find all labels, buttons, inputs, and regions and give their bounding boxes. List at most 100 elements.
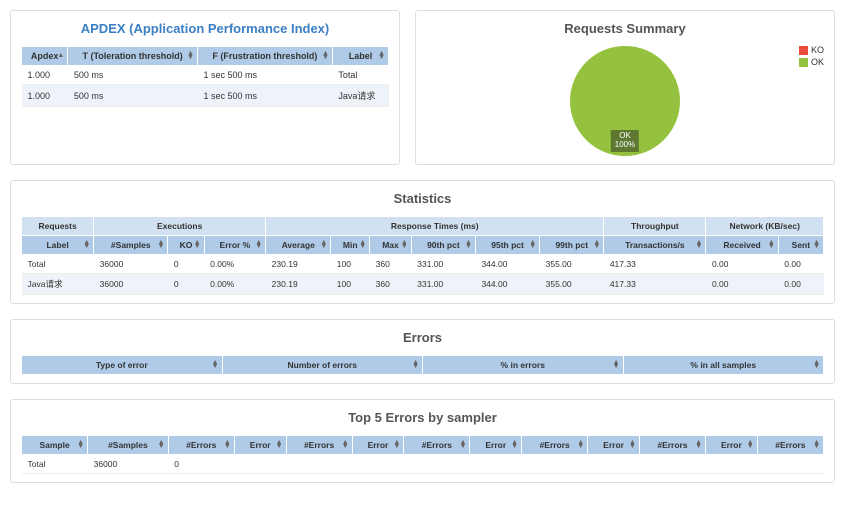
sort-icon: ▲▼ [695,441,702,449]
top5-col-header[interactable]: Error▲▼ [234,436,286,455]
sort-icon: ▲▼ [613,361,620,369]
top5-col-header[interactable]: Error▲▼ [470,436,522,455]
sort-icon: ▲▼ [320,241,327,249]
sort-icon: ▲▼ [224,441,231,449]
legend-swatch-ko [799,46,808,55]
cell: 1 sec 500 ms [197,66,332,85]
top5-title: Top 5 Errors by sampler [21,410,824,425]
stats-col-header[interactable]: Error %▲▼ [204,236,266,255]
cell: 1.000 [22,66,68,85]
sort-icon: ▲▼ [255,241,262,249]
cell: Total [332,66,388,85]
cell: 230.19 [266,274,331,295]
stats-col-header[interactable]: Min▲▼ [331,236,370,255]
stats-col-header[interactable]: Label▲▼ [22,236,94,255]
requests-summary-panel: Requests Summary KO OK OK 100% [415,10,835,165]
apdex-col-f[interactable]: F (Frustration threshold)▲▼ [197,47,332,66]
errors-col-header[interactable]: % in errors▲▼ [423,356,624,375]
stats-group-header: Throughput [604,217,706,236]
cell: 360 [370,255,412,274]
top5-panel: Top 5 Errors by sampler Sample▲▼#Samples… [10,399,835,483]
summary-pie-chart: OK 100% [570,46,680,156]
cell [522,455,588,474]
apdex-title: APDEX (Application Performance Index) [21,21,389,36]
top5-col-header[interactable]: Error▲▼ [706,436,758,455]
summary-title: Requests Summary [426,21,824,36]
sort-icon: ▲▼ [768,241,775,249]
sort-icon: ▲▼ [378,52,385,60]
cell: 0.00% [204,274,266,295]
apdex-col-apdex[interactable]: Apdex▲ [22,47,68,66]
top5-col-header[interactable]: Error▲▼ [352,436,404,455]
stats-col-header[interactable]: 95th pct▲▼ [475,236,539,255]
cell: Java请求 [332,85,388,107]
sort-icon: ▲▼ [157,241,164,249]
stats-col-header[interactable]: Transactions/s▲▼ [604,236,706,255]
cell: 100 [331,274,370,295]
cell: 344.00 [475,274,539,295]
cell: 0.00% [204,255,266,274]
errors-panel: Errors Type of error▲▼Number of errors▲▼… [10,319,835,384]
top5-col-header[interactable]: #Errors▲▼ [286,436,352,455]
top5-col-header[interactable]: #Errors▲▼ [168,436,234,455]
top5-col-header[interactable]: #Errors▲▼ [522,436,588,455]
table-row: Java请求3600000.00%230.19100360331.00344.0… [22,274,824,295]
stats-col-header[interactable]: 90th pct▲▼ [411,236,475,255]
sort-icon: ▲▼ [593,241,600,249]
sort-icon: ▲▼ [322,52,329,60]
sort-icon: ▲▼ [359,241,366,249]
stats-col-header[interactable]: 99th pct▲▼ [540,236,604,255]
cell [404,455,470,474]
statistics-title: Statistics [21,191,824,206]
sort-icon: ▲▼ [187,52,194,60]
cell: 355.00 [540,255,604,274]
cell: 344.00 [475,255,539,274]
cell [234,455,286,474]
stats-col-header[interactable]: Sent▲▼ [778,236,823,255]
cell: 500 ms [68,85,198,107]
top5-col-header[interactable]: #Errors▲▼ [639,436,705,455]
cell: 0 [168,255,204,274]
top5-col-header[interactable]: Sample▲▼ [22,436,88,455]
legend-ko-label: KO [811,45,824,55]
top5-col-header[interactable]: #Errors▲▼ [757,436,823,455]
cell: 360 [370,274,412,295]
sort-icon: ▲▼ [212,361,219,369]
stats-col-header[interactable]: KO▲▼ [168,236,204,255]
cell: 0.00 [778,255,823,274]
stats-group-header: Executions [94,217,266,236]
top5-col-header[interactable]: #Errors▲▼ [404,436,470,455]
stats-col-header[interactable]: Received▲▼ [706,236,778,255]
apdex-panel: APDEX (Application Performance Index) Ap… [10,10,400,165]
stats-col-header[interactable]: Max▲▼ [370,236,412,255]
stats-col-header[interactable]: Average▲▼ [266,236,331,255]
cell: 1.000 [22,85,68,107]
top5-col-header[interactable]: #Samples▲▼ [88,436,169,455]
statistics-table: RequestsExecutionsResponse Times (ms)Thr… [21,216,824,295]
stats-group-header: Requests [22,217,94,236]
errors-col-header[interactable]: % in all samples▲▼ [623,356,824,375]
apdex-col-t[interactable]: T (Toleration threshold)▲▼ [68,47,198,66]
legend-ok-label: OK [811,57,824,67]
errors-col-header[interactable]: Type of error▲▼ [22,356,223,375]
top5-table: Sample▲▼#Samples▲▼#Errors▲▼Error▲▼#Error… [21,435,824,474]
errors-col-header[interactable]: Number of errors▲▼ [222,356,423,375]
cell: 331.00 [411,255,475,274]
stats-col-header[interactable]: #Samples▲▼ [94,236,168,255]
sort-icon: ▲▼ [412,361,419,369]
sort-icon: ▲▼ [401,241,408,249]
cell: 417.33 [604,274,706,295]
sort-icon: ▲▼ [813,241,820,249]
cell: 36000 [94,274,168,295]
cell: 36000 [88,455,169,474]
top5-col-header[interactable]: Error▲▼ [588,436,640,455]
cell: 331.00 [411,274,475,295]
cell: 0 [168,455,234,474]
cell [286,455,352,474]
sort-icon: ▲▼ [577,441,584,449]
apdex-col-label[interactable]: Label▲▼ [332,47,388,66]
cell: 0.00 [706,255,778,274]
legend-swatch-ok [799,58,808,67]
cell [352,455,404,474]
cell: Java请求 [22,274,94,295]
